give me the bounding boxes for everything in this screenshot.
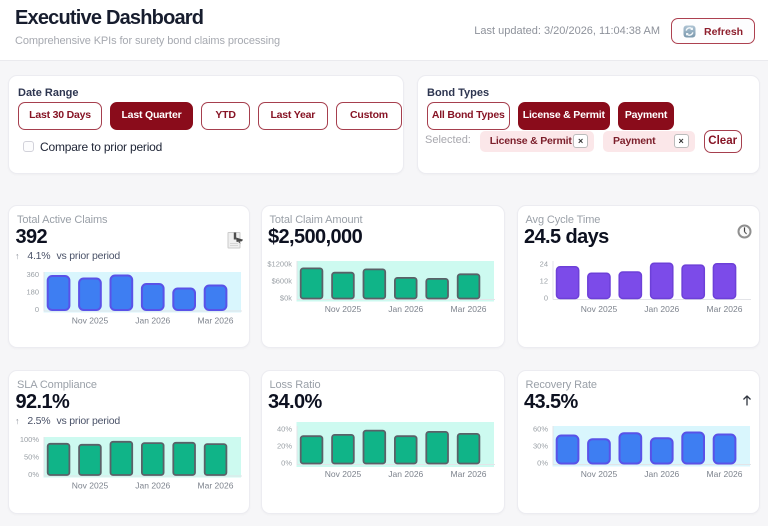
svg-text:0%: 0%	[28, 470, 39, 479]
svg-text:40%: 40%	[276, 424, 291, 433]
svg-text:Nov 2025: Nov 2025	[580, 304, 617, 314]
svg-text:Jan 2026: Jan 2026	[135, 480, 170, 490]
svg-text:Nov 2025: Nov 2025	[72, 480, 109, 490]
svg-text:Jan 2026: Jan 2026	[388, 469, 423, 479]
svg-text:$600k: $600k	[271, 277, 292, 286]
svg-text:Mar 2026: Mar 2026	[198, 480, 234, 490]
svg-text:20%: 20%	[276, 441, 291, 450]
svg-text:Nov 2025: Nov 2025	[72, 316, 109, 326]
svg-text:Nov 2025: Nov 2025	[324, 469, 361, 479]
svg-text:Jan 2026: Jan 2026	[388, 304, 423, 314]
svg-text:100%: 100%	[20, 435, 40, 444]
svg-text:50%: 50%	[24, 452, 39, 461]
svg-text:Mar 2026: Mar 2026	[706, 304, 742, 314]
svg-text:180: 180	[26, 288, 39, 297]
svg-text:0%: 0%	[281, 458, 292, 467]
svg-text:0%: 0%	[537, 458, 548, 467]
svg-text:Jan 2026: Jan 2026	[644, 304, 679, 314]
svg-text:Jan 2026: Jan 2026	[135, 316, 170, 326]
svg-text:Mar 2026: Mar 2026	[198, 316, 234, 326]
svg-text:30%: 30%	[532, 441, 547, 450]
svg-text:Mar 2026: Mar 2026	[706, 469, 742, 479]
svg-text:$0k: $0k	[279, 294, 291, 303]
svg-text:$1200k: $1200k	[267, 260, 292, 269]
svg-text:Nov 2025: Nov 2025	[324, 304, 361, 314]
svg-text:Jan 2026: Jan 2026	[644, 469, 679, 479]
svg-text:24: 24	[539, 260, 547, 269]
svg-text:360: 360	[26, 270, 39, 279]
svg-text:Nov 2025: Nov 2025	[580, 469, 617, 479]
svg-text:0: 0	[35, 305, 39, 314]
svg-text:Mar 2026: Mar 2026	[450, 304, 486, 314]
svg-text:12: 12	[539, 277, 547, 286]
svg-text:60%: 60%	[532, 424, 547, 433]
svg-text:0: 0	[543, 294, 547, 303]
svg-text:Mar 2026: Mar 2026	[450, 469, 486, 479]
